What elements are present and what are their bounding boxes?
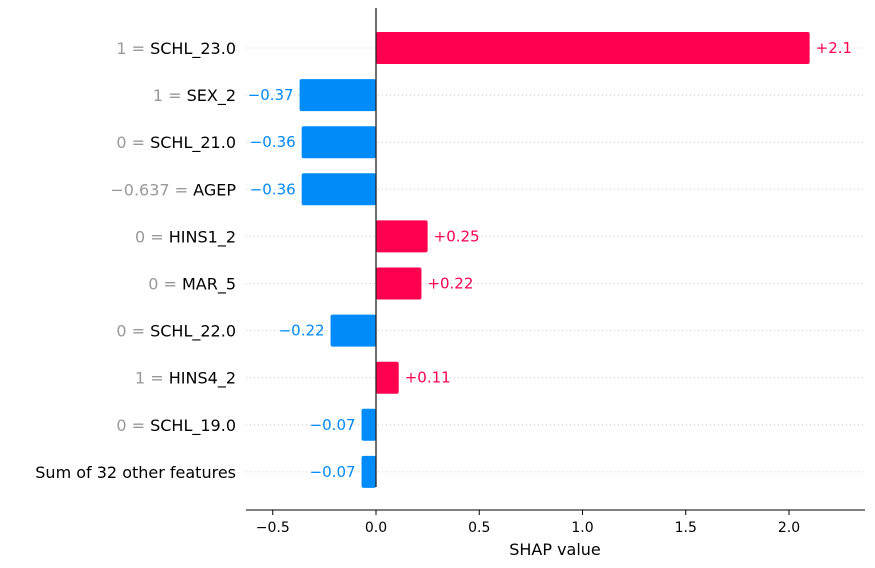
labels: +2.1 1 = SCHL_23.0 −0.37 1 = SEX_2 −0.36 0 = … [35,39,852,482]
feature-value: 0 = [116,322,150,341]
bar-value-label: −0.37 [248,86,294,104]
feature-name: AGEP [193,180,236,199]
feature-label: 0 = MAR_5 [148,275,236,295]
x-tick-label: 2.0 [778,520,800,536]
x-tick-label: 0.0 [365,520,387,536]
bar [301,173,376,206]
feature-name: SCHL_23.0 [150,39,236,59]
bar [330,314,376,347]
bar-value-label: +0.11 [405,369,451,387]
bar [376,361,399,394]
bar-value-label: −0.22 [279,322,325,340]
feature-name: SEX_2 [187,86,236,106]
feature-label: 1 = SEX_2 [153,86,236,106]
feature-name: SCHL_21.0 [150,133,236,153]
feature-name: MAR_5 [182,275,236,295]
feature-value: 1 = [135,369,169,388]
x-axis-title: SHAP value [509,540,601,559]
feature-value: 0 = [148,275,182,294]
feature-name: SCHL_19.0 [150,416,236,436]
feature-name: SCHL_22.0 [150,322,236,342]
feature-name: Sum of 32 other features [35,463,236,482]
feature-label: 0 = SCHL_22.0 [116,322,236,342]
feature-label: −0.637 = AGEP [110,180,236,199]
bar [361,455,376,488]
feature-value: 1 = [153,86,187,105]
x-axis: −0.5 0.0 0.5 1.0 1.5 2.0 [246,509,865,536]
feature-label: 0 = HINS1_2 [135,227,236,247]
bar [301,126,376,159]
bar [299,79,376,112]
bar-value-label: +0.25 [434,227,480,245]
feature-value: 0 = [116,133,150,152]
x-tick-label: −0.5 [256,520,290,536]
feature-value: 1 = [116,39,150,58]
bar [376,32,810,64]
feature-value: 0 = [116,416,150,435]
bar-value-label: −0.36 [250,133,296,151]
x-tick-label: 0.5 [468,520,490,536]
bar-value-label: −0.36 [250,180,296,198]
feature-label: Sum of 32 other features [35,463,236,482]
bar [361,408,376,441]
bar-value-label: +2.1 [816,39,852,57]
bar [376,220,428,253]
feature-label: 0 = SCHL_21.0 [116,133,236,153]
feature-label: 1 = SCHL_23.0 [116,39,236,59]
grid-lines [246,47,865,473]
feature-value: 0 = [135,227,169,246]
bar-value-label: −0.07 [310,416,356,434]
bar [376,267,422,300]
feature-label: 1 = HINS4_2 [135,369,236,389]
bar-value-label: −0.07 [310,463,356,481]
bars [299,8,810,488]
feature-name: HINS1_2 [169,227,236,247]
x-tick-label: 1.5 [675,520,697,536]
feature-label: 0 = SCHL_19.0 [116,416,236,436]
feature-name: HINS4_2 [169,369,236,389]
bar-value-label: +0.22 [427,275,473,293]
x-tick-label: 1.0 [571,520,593,536]
feature-value: −0.637 = [110,180,193,199]
